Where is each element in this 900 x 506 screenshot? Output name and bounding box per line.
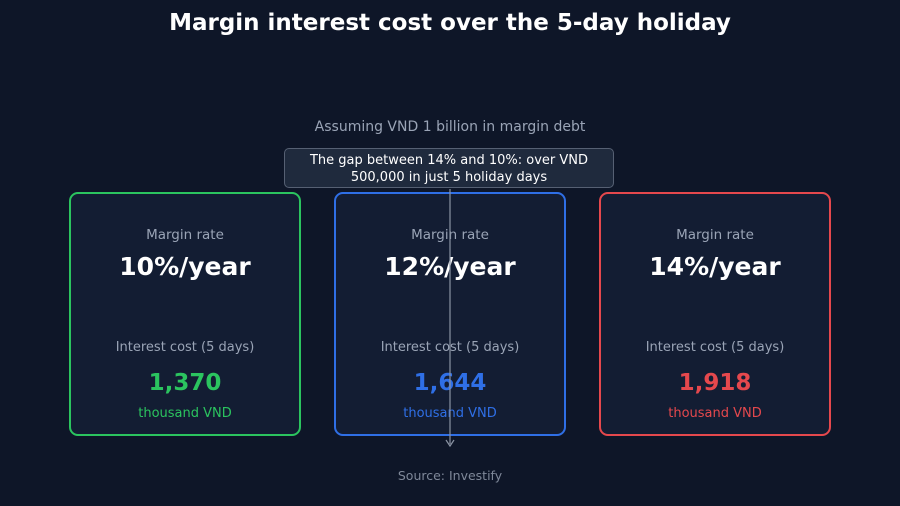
source: Source: Investify (397, 468, 503, 483)
arrow-head (445, 439, 455, 448)
label: Margin rate (146, 227, 224, 243)
cost-label: Interest cost (5 days) (115, 340, 255, 355)
cost-label: Interest cost (5 days) (645, 340, 785, 355)
title: Margin interest cost over the 5-day holi… (169, 10, 731, 36)
card: Margin rate 14%/year Interest cost (5 days… (599, 192, 831, 436)
unit: thousand VND (668, 406, 762, 421)
cost: 1,918 (678, 370, 752, 396)
cost: 1,370 (148, 370, 222, 396)
rate: 14%/year (649, 252, 781, 281)
subtitle: Assuming VND 1 billion in margin debt (314, 119, 586, 135)
unit: thousand VND (138, 406, 232, 421)
card: Margin rate 10%/year Interest cost (5 days… (69, 192, 301, 436)
rate: 10%/year (119, 252, 251, 281)
annotation: The gap between 14% and 10%: over VND 50… (284, 148, 614, 188)
label: Margin rate (676, 227, 754, 243)
